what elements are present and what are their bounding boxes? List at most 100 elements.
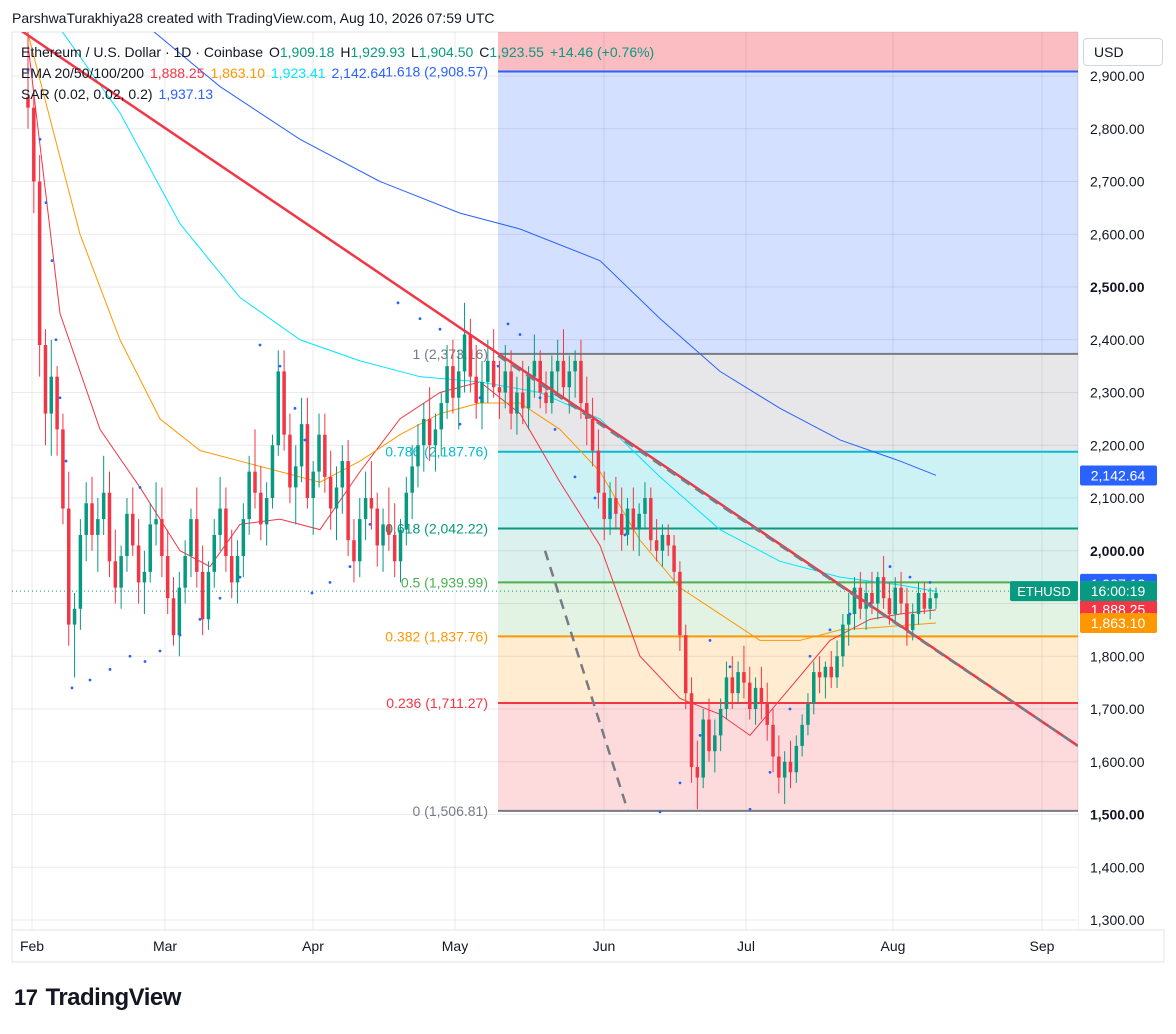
- candle: [899, 571, 903, 615]
- y-tick-label: 1,600.00: [1090, 754, 1145, 770]
- candle: [96, 498, 100, 572]
- sar-dot: [608, 512, 612, 516]
- candle: [270, 434, 275, 509]
- ema50-line: [27, 33, 937, 641]
- fib-label: 0.382 (1,837.76): [385, 628, 488, 644]
- credit-line: ParshwaTurakhiya28 created with TradingV…: [12, 10, 495, 26]
- candle: [713, 719, 717, 773]
- candle: [905, 587, 909, 646]
- candle: [468, 318, 473, 393]
- candle: [585, 376, 589, 446]
- candle: [352, 519, 356, 583]
- candle: [171, 577, 176, 646]
- legend-change: +14.46 (+0.76%): [549, 44, 655, 60]
- candle: [596, 429, 601, 509]
- candle: [829, 650, 833, 688]
- candle: [491, 329, 496, 398]
- sar-dot: [478, 396, 482, 400]
- legend-ema200: 2,142.64: [331, 65, 387, 81]
- candle: [363, 471, 368, 541]
- candle: [747, 666, 752, 720]
- candle: [602, 471, 606, 541]
- candle: [718, 698, 723, 752]
- candle: [259, 466, 263, 541]
- candle: [456, 350, 461, 430]
- candle: [823, 661, 828, 699]
- candle: [928, 587, 932, 620]
- currency-selector[interactable]: USD: [1083, 38, 1163, 66]
- candle: [631, 487, 636, 551]
- candle: [293, 445, 298, 525]
- candle: [72, 592, 77, 678]
- candle: [608, 482, 612, 535]
- price-tag: 2,142.64: [1080, 465, 1157, 486]
- legend-ema20: 1,888.25: [150, 65, 205, 81]
- candle: [707, 698, 711, 762]
- y-tick-label: 1,500.00: [1090, 807, 1145, 823]
- y-tick-label: 2,500.00: [1090, 279, 1145, 295]
- candle: [916, 582, 921, 625]
- tradingview-logo[interactable]: 17 TradingView: [14, 984, 181, 1012]
- sar-dot: [708, 639, 712, 642]
- legend-symbol[interactable]: Ethereum / U.S. Dollar · 1D · Coinbase: [21, 44, 263, 60]
- candle: [550, 355, 554, 414]
- x-tick-label: May: [442, 938, 468, 954]
- candle: [206, 561, 211, 630]
- candle: [649, 487, 653, 551]
- fib-label: 0 (1,506.81): [413, 803, 489, 819]
- candle: [78, 519, 83, 630]
- candle: [84, 482, 88, 562]
- sar-dot: [158, 649, 162, 653]
- sar-dot: [328, 581, 332, 584]
- y-tick-label: 2,900.00: [1090, 68, 1145, 84]
- candle: [113, 529, 118, 604]
- legend-ema-row: EMA 20/50/100/200 1,888.25 1,863.10 1,92…: [21, 63, 654, 84]
- sar-dot: [303, 438, 307, 442]
- sar-dot: [496, 364, 500, 368]
- sar-dot: [138, 486, 142, 489]
- candle: [806, 693, 810, 736]
- candle: [503, 345, 508, 409]
- legend-ema-label[interactable]: EMA 20/50/100/200: [21, 65, 144, 81]
- candle: [101, 455, 106, 535]
- candle: [544, 371, 548, 414]
- y-tick-label: 1,300.00: [1090, 912, 1145, 928]
- candle: [678, 561, 682, 651]
- sar-dot: [64, 459, 68, 463]
- sar-dot: [518, 333, 522, 336]
- ema200-line: [153, 32, 937, 476]
- candle: [672, 534, 676, 583]
- legend-sar-label[interactable]: SAR (0.02, 0.02, 0.2): [21, 86, 153, 102]
- candle: [637, 503, 641, 557]
- candle: [765, 682, 769, 741]
- candle: [846, 592, 851, 646]
- candle: [736, 661, 740, 704]
- legend-o-value: 1,909.18: [279, 44, 335, 60]
- candle: [922, 582, 927, 615]
- sar-dot: [928, 581, 932, 584]
- candle: [614, 476, 618, 530]
- candle: [532, 334, 537, 398]
- candle: [148, 503, 152, 583]
- candle: [195, 487, 199, 588]
- candle: [724, 661, 729, 720]
- legend-ema50: 1,863.10: [210, 65, 266, 81]
- candle: [812, 661, 816, 715]
- y-tick-label: 2,600.00: [1090, 226, 1145, 242]
- candle: [701, 709, 705, 789]
- sar-dot: [506, 322, 510, 326]
- candle: [817, 656, 822, 694]
- y-tick-label: 2,700.00: [1090, 174, 1145, 190]
- sar-dot: [458, 422, 462, 426]
- candle: [131, 487, 135, 557]
- fib-label: 0.236 (1,711.27): [386, 695, 488, 711]
- svg-text:2,142.64: 2,142.64: [1091, 468, 1146, 484]
- candle: [61, 413, 65, 525]
- candle: [392, 503, 397, 578]
- sar-dot: [788, 707, 792, 711]
- candle: [881, 556, 886, 609]
- sar-dot: [748, 807, 752, 811]
- sar-dot: [848, 612, 852, 616]
